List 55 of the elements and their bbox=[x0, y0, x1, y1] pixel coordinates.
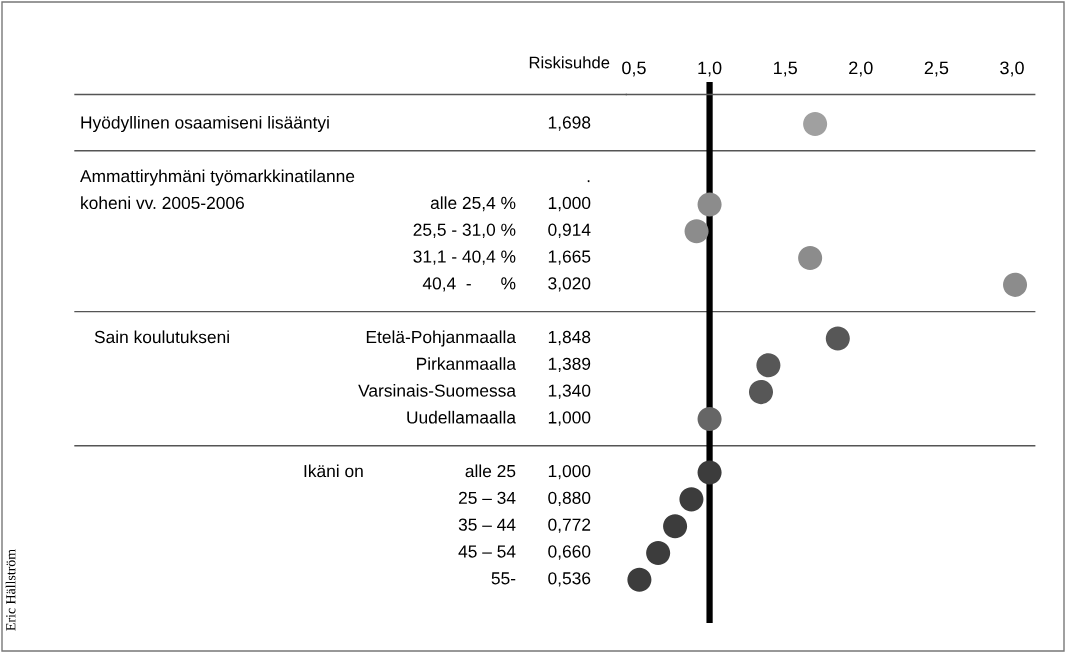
point bbox=[697, 460, 722, 485]
x-axis-title: Riskisuhde bbox=[529, 56, 610, 69]
point bbox=[663, 514, 688, 539]
data-label: 1,389 bbox=[548, 357, 591, 372]
text: . bbox=[587, 180, 590, 183]
text: Ammattiryhmäni työmarkkinatilanne bbox=[80, 169, 355, 186]
x-tick-label: 2,5 bbox=[924, 61, 949, 77]
point bbox=[1003, 272, 1028, 297]
data-label: 1,848 bbox=[548, 330, 591, 346]
point bbox=[646, 540, 671, 565]
x-tick-label: 3,0 bbox=[1000, 61, 1024, 77]
data-label: 1,665 bbox=[548, 250, 591, 265]
data-label: 1,000 bbox=[548, 464, 591, 480]
point bbox=[803, 111, 828, 137]
text: Ikäni on bbox=[304, 464, 363, 478]
y-tick-label: 25 – 34 bbox=[458, 491, 516, 505]
y-tick-label: 25,5 - 31,0 % bbox=[413, 223, 516, 238]
y-tick-label: alle 25 bbox=[465, 464, 516, 478]
x-tick-label: 2,0 bbox=[849, 61, 873, 77]
point bbox=[748, 380, 774, 405]
data-label: 0,880 bbox=[548, 491, 591, 507]
data-label: 1,000 bbox=[548, 411, 591, 426]
y-tick-label: 35 – 44 bbox=[458, 518, 516, 531]
text: Hyödyllinen osaamiseni lisääntyi bbox=[81, 115, 329, 133]
data-label: 1,340 bbox=[548, 384, 591, 399]
y-tick-label: alle 25,4 % bbox=[430, 196, 516, 212]
point bbox=[679, 487, 704, 512]
point bbox=[627, 567, 652, 592]
data-label: 3,020 bbox=[548, 277, 591, 292]
y-tick-label: 45 – 54 bbox=[458, 545, 516, 558]
y-tick-label: Uudellamaalla bbox=[407, 410, 517, 424]
point bbox=[697, 192, 722, 217]
x-tick-label: 1,5 bbox=[774, 61, 797, 77]
point bbox=[756, 353, 781, 378]
text: koheni vv. 2005-2006 bbox=[81, 196, 244, 210]
y-tick-label: 40,4 - % bbox=[422, 277, 516, 292]
point bbox=[684, 219, 709, 244]
text: Sain koulutukseni bbox=[94, 330, 229, 344]
data-label: 0,536 bbox=[548, 572, 591, 587]
y-tick-label: Pirkanmaalla bbox=[417, 357, 516, 370]
data-label: 1,698 bbox=[548, 116, 591, 131]
point bbox=[825, 326, 850, 351]
point bbox=[798, 246, 823, 271]
text: Eric Hällström bbox=[5, 549, 16, 631]
y-tick-label: Varsinais-Suomessa bbox=[358, 384, 517, 397]
y-tick-label: 55- bbox=[491, 572, 516, 585]
data-label: 0,914 bbox=[548, 223, 591, 238]
data-label: 0,660 bbox=[548, 545, 591, 560]
x-tick-label: 1,0 bbox=[698, 61, 722, 77]
data-label: 1,000 bbox=[548, 196, 591, 212]
point bbox=[697, 406, 722, 431]
data-label: 0,772 bbox=[548, 518, 591, 533]
y-tick-label: Etelä-Pohjanmaalla bbox=[366, 330, 517, 347]
y-tick-label: 31,1 - 40,4 % bbox=[413, 250, 516, 265]
x-tick-label: 0,5 bbox=[622, 61, 646, 77]
